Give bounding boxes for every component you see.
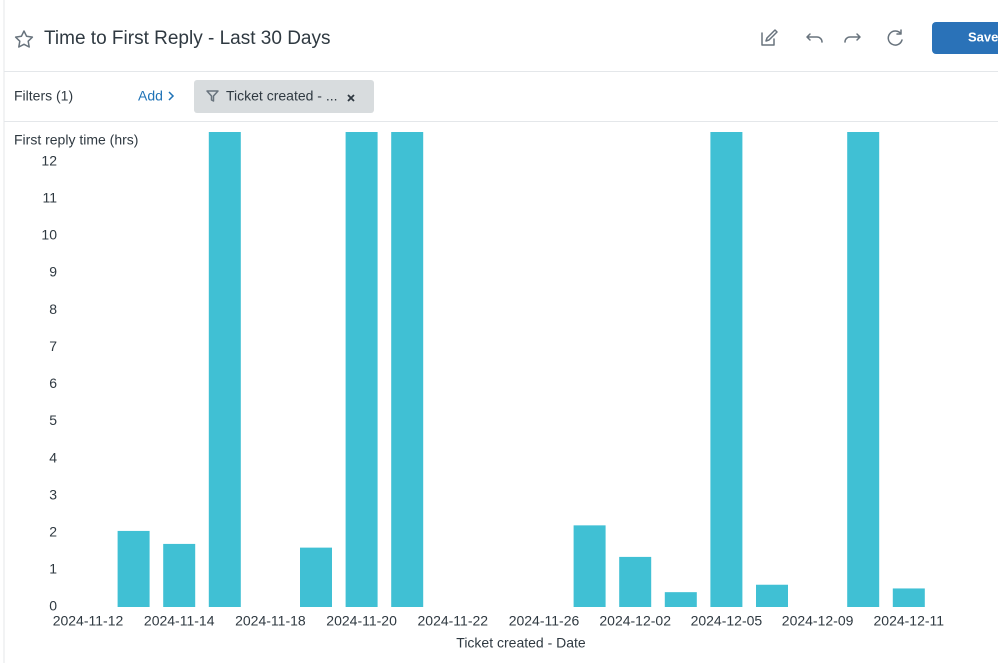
bar: [300, 547, 332, 607]
y-tick-label: 8: [49, 301, 57, 317]
filter-icon: [206, 90, 219, 102]
y-tick-label: 9: [49, 264, 57, 280]
bar: [345, 132, 378, 607]
edit-icon[interactable]: [761, 29, 778, 46]
y-tick-label: 2: [49, 523, 57, 539]
y-tick-label: 1: [49, 561, 57, 577]
bar: [664, 592, 697, 607]
favorite-star[interactable]: [14, 30, 34, 48]
save-button-label[interactable]: Save: [968, 29, 998, 44]
bar: [756, 584, 788, 607]
y-tick-label: 11: [42, 190, 57, 206]
y-tick-label: 3: [49, 486, 57, 502]
add-filter[interactable]: Add: [138, 88, 163, 104]
bar: [117, 530, 150, 607]
remove-filter[interactable]: [347, 94, 355, 102]
y-tick-label: 7: [49, 338, 57, 354]
redo-icon[interactable]: [844, 33, 861, 43]
bar: [163, 543, 196, 607]
add-chevron: [168, 91, 175, 101]
bar: [619, 556, 652, 607]
y-axis-title: First reply time (hrs): [14, 132, 138, 148]
page-title: Time to First Reply - Last 30 Days: [44, 28, 330, 49]
bar: [573, 525, 606, 607]
y-tick-label: 5: [49, 412, 57, 428]
bar: [710, 132, 743, 607]
y-tick-label: 4: [49, 449, 57, 465]
x-tick-label: 2024-11-22: [418, 613, 489, 629]
bar: [208, 132, 241, 607]
y-tick-label: 0: [49, 598, 57, 614]
x-tick-label: 2024-11-12: [53, 613, 124, 629]
save-button[interactable]: [932, 22, 998, 54]
x-tick-label: 2024-12-11: [874, 613, 945, 629]
x-axis-title: Ticket created - Date: [456, 635, 586, 651]
x-tick-label: 2024-12-09: [782, 613, 854, 629]
x-tick-label: 2024-12-05: [691, 613, 763, 629]
filters-label: Filters (1): [14, 88, 73, 104]
x-tick-label: 2024-11-14: [144, 613, 215, 629]
x-tick-label: 2024-11-20: [326, 613, 397, 629]
y-tick-label: 10: [41, 227, 57, 243]
y-tick-label: 6: [49, 375, 57, 391]
refresh-icon[interactable]: [887, 29, 903, 46]
x-tick-label: 2024-11-26: [509, 613, 580, 629]
x-tick-label: 2024-11-18: [235, 613, 306, 629]
bar: [892, 588, 925, 607]
bar: [847, 132, 880, 607]
bar: [391, 132, 424, 607]
filter-chip[interactable]: [194, 80, 374, 113]
undo-icon[interactable]: [806, 33, 823, 43]
filter-chip-label: Ticket created - ...: [226, 88, 338, 104]
y-tick-label: 12: [41, 152, 57, 168]
x-tick-label: 2024-12-02: [599, 613, 671, 629]
